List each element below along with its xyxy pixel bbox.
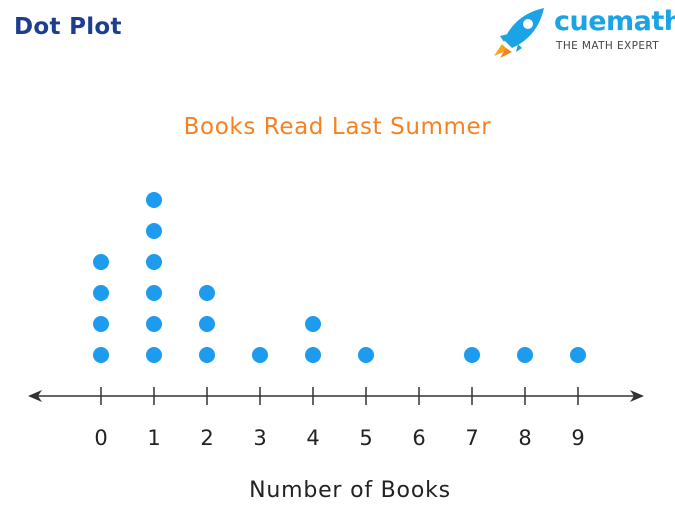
x-tick-label: 0 xyxy=(94,426,107,450)
data-dot xyxy=(146,223,162,239)
data-dot xyxy=(464,347,480,363)
x-tick-label: 4 xyxy=(306,426,319,450)
data-dot xyxy=(199,316,215,332)
data-dot xyxy=(93,347,109,363)
data-dot xyxy=(146,254,162,270)
data-dot xyxy=(252,347,268,363)
x-axis-label: Number of Books xyxy=(249,478,451,503)
data-dot xyxy=(93,285,109,301)
x-tick-label: 3 xyxy=(253,426,266,450)
data-dot xyxy=(305,347,321,363)
data-dot xyxy=(93,316,109,332)
x-tick-label: 6 xyxy=(412,426,425,450)
data-dot xyxy=(199,347,215,363)
data-dot xyxy=(146,192,162,208)
data-dot xyxy=(570,347,586,363)
data-dot xyxy=(358,347,374,363)
x-axis-arrow-left xyxy=(28,390,42,402)
data-dot xyxy=(146,285,162,301)
x-tick-label: 1 xyxy=(147,426,160,450)
x-tick-label: 7 xyxy=(465,426,478,450)
data-dot xyxy=(305,316,321,332)
x-axis-arrow-right xyxy=(630,390,644,402)
x-tick-label: 9 xyxy=(571,426,584,450)
data-dot xyxy=(146,316,162,332)
data-dot xyxy=(199,285,215,301)
data-dot xyxy=(517,347,533,363)
data-dot xyxy=(146,347,162,363)
page-heading: Dot Plot xyxy=(14,14,122,40)
x-tick-label: 2 xyxy=(200,426,213,450)
data-dot xyxy=(93,254,109,270)
x-tick-label: 5 xyxy=(359,426,372,450)
chart-title: Books Read Last Summer xyxy=(183,114,492,140)
rocket-icon xyxy=(494,8,544,58)
brand-tagline: THE MATH EXPERT xyxy=(556,40,660,52)
brand-logo-block[interactable]: cuemath THE MATH EXPERT xyxy=(492,4,675,58)
x-tick-label: 8 xyxy=(518,426,531,450)
brand-name: cuemath xyxy=(554,6,675,37)
